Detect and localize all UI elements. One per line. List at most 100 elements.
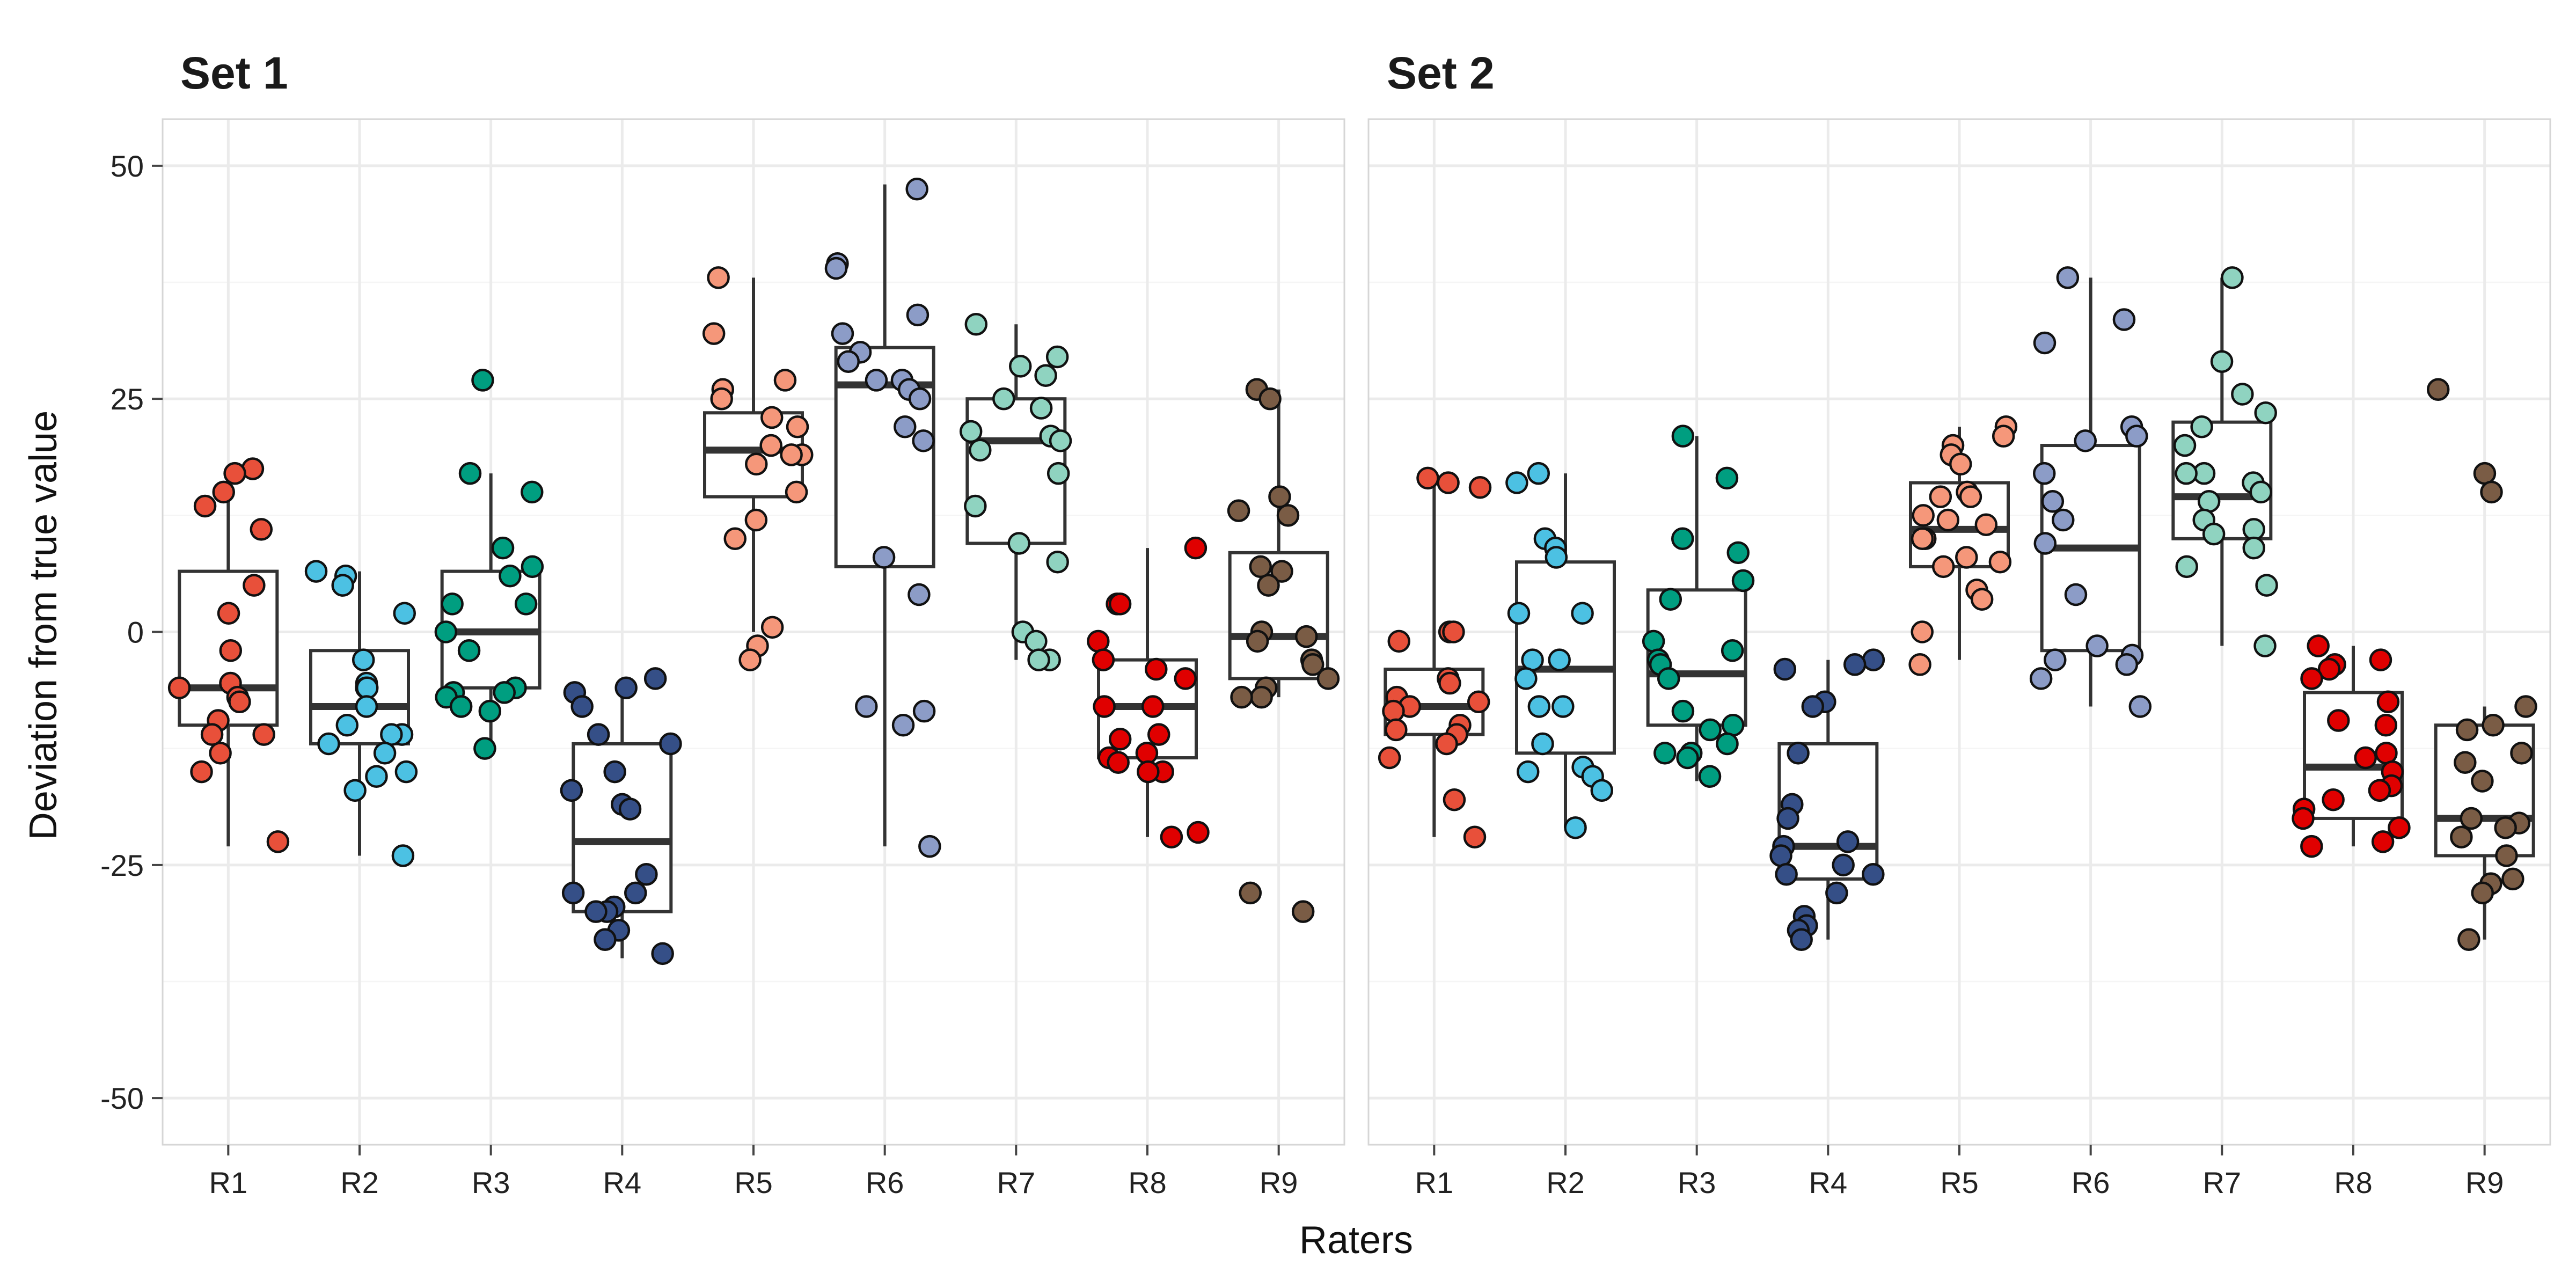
x-tick-label: R7 — [997, 1166, 1036, 1199]
data-point — [2374, 713, 2398, 737]
data-point — [2029, 667, 2053, 690]
data-point — [2085, 634, 2109, 657]
x-tick-label: R6 — [866, 1166, 904, 1199]
data-point — [223, 462, 246, 485]
data-point — [1184, 536, 1208, 560]
data-point — [744, 508, 768, 532]
data-point — [499, 565, 522, 588]
x-tick-label: R8 — [2334, 1166, 2373, 1199]
x-tick-label: R4 — [603, 1166, 642, 1199]
data-point — [1258, 387, 1282, 411]
data-point — [1024, 630, 1048, 653]
x-tick-label: R2 — [340, 1166, 379, 1199]
points-r7 — [959, 312, 1072, 671]
data-point — [2482, 713, 2505, 737]
data-point — [2056, 266, 2080, 289]
data-point — [1936, 508, 1960, 532]
data-point — [1270, 560, 1293, 583]
data-point — [2501, 867, 2524, 891]
data-point — [2128, 695, 2152, 718]
data-point — [1516, 760, 1540, 784]
data-point — [894, 415, 917, 438]
data-point — [434, 620, 458, 643]
data-point — [2494, 816, 2517, 839]
data-point — [1911, 620, 1934, 643]
data-point — [865, 369, 888, 392]
data-point — [355, 676, 379, 699]
data-point — [786, 415, 809, 438]
data-point — [365, 765, 388, 788]
y-axis: -50 -25 0 25 50 — [100, 149, 163, 1115]
data-point — [855, 695, 878, 718]
data-point — [2455, 718, 2479, 742]
data-point — [2426, 378, 2450, 401]
data-point — [1970, 588, 1994, 611]
data-point — [458, 462, 482, 485]
data-point — [1931, 555, 1955, 579]
data-point — [2033, 532, 2057, 555]
data-point — [1046, 550, 1069, 574]
data-point — [1514, 667, 1538, 690]
points-r3 — [1642, 425, 1755, 788]
box-r1 — [1384, 478, 1485, 837]
data-point — [1108, 592, 1132, 616]
data-point — [2376, 690, 2400, 714]
data-point — [2044, 648, 2067, 671]
box-r6 — [834, 184, 935, 847]
x-tick-label: R1 — [1415, 1166, 1454, 1199]
data-point — [1832, 853, 1855, 877]
x-tick-label: R9 — [1260, 1166, 1298, 1199]
data-point — [1721, 713, 1745, 737]
data-point — [1093, 695, 1116, 718]
data-point — [1246, 630, 1269, 653]
data-point — [912, 699, 936, 723]
data-point — [2368, 779, 2391, 802]
data-point — [2514, 695, 2537, 718]
data-point — [2231, 383, 2254, 406]
data-point — [964, 494, 987, 518]
data-point — [1147, 723, 1170, 746]
data-point — [1087, 630, 1110, 653]
data-point — [618, 797, 642, 821]
data-point — [1463, 825, 1487, 848]
data-point — [2242, 518, 2265, 541]
data-point — [1521, 648, 1544, 671]
data-point — [491, 536, 515, 560]
data-point — [243, 574, 266, 597]
y-tick-label: 25 — [111, 382, 144, 416]
data-point — [352, 648, 375, 671]
data-point — [908, 387, 932, 411]
data-point — [1548, 648, 1571, 671]
data-point — [373, 742, 397, 765]
data-point — [250, 518, 273, 541]
data-point — [759, 434, 782, 457]
data-point — [2322, 788, 2345, 811]
data-point — [614, 676, 638, 699]
data-point — [1378, 746, 1401, 770]
data-point — [449, 695, 473, 718]
data-point — [959, 420, 983, 443]
data-point — [760, 616, 784, 639]
x-tick-label: R2 — [1546, 1166, 1585, 1199]
data-point — [2510, 742, 2533, 765]
data-point — [2175, 462, 2198, 485]
data-point — [603, 760, 626, 784]
data-point — [1545, 546, 1568, 569]
data-point — [1301, 653, 1324, 676]
data-point — [2495, 844, 2518, 867]
data-point — [1992, 425, 2015, 448]
data-point — [193, 494, 217, 518]
y-tick-label: -50 — [100, 1081, 144, 1115]
data-point — [209, 742, 232, 765]
data-point — [2033, 331, 2057, 355]
data-point — [1007, 532, 1030, 555]
data-point — [1671, 425, 1695, 448]
data-point — [2210, 350, 2234, 373]
data-point — [1443, 788, 1466, 811]
panel-set-2: Set 2 R1 R2 R3 R4 R5 R6 R7 R8 R9 — [1367, 48, 2551, 1199]
data-point — [2473, 462, 2497, 485]
data-point — [380, 723, 403, 746]
data-point — [1671, 527, 1694, 551]
data-point — [1438, 671, 1461, 695]
points-r4 — [1769, 648, 1885, 952]
